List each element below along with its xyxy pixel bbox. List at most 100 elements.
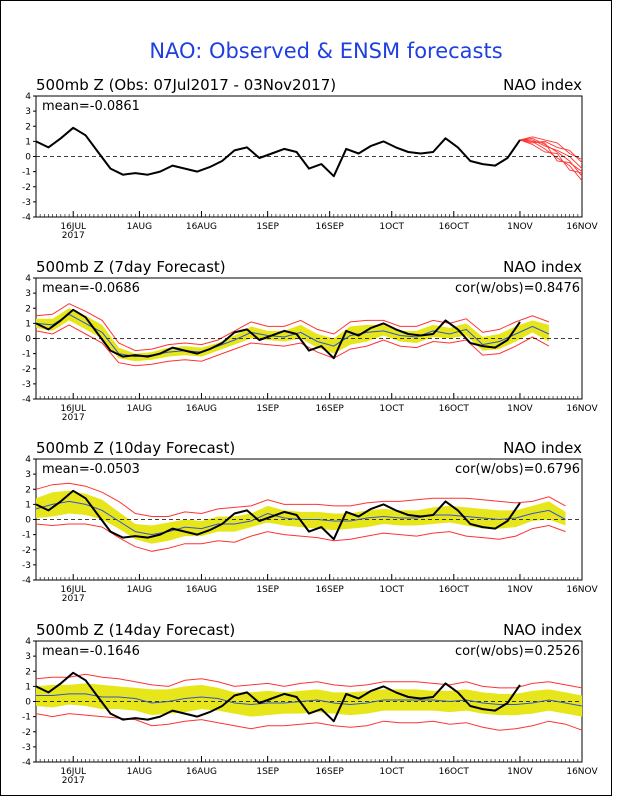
- year-label: 2017: [62, 594, 85, 604]
- index-label: NAO index: [503, 76, 582, 94]
- x-tick-label: 16OCT: [439, 585, 470, 595]
- y-tick-label: -2: [22, 546, 31, 556]
- observed-line: [35, 308, 521, 360]
- x-tick-label: 16JUL: [60, 585, 86, 595]
- observed-line: [35, 489, 521, 541]
- x-tick-label: 16NOV: [566, 222, 598, 232]
- x-tick-label: 1AUG: [127, 767, 152, 777]
- y-tick-label: -2: [22, 365, 31, 375]
- x-tick-label: 16SEP: [316, 404, 345, 414]
- year-label: 2017: [62, 776, 85, 786]
- panel-1: 500mb Z (Obs: 07Jul2017 - 03Nov2017) NAO …: [22, 76, 598, 241]
- observed-line: [35, 671, 521, 723]
- y-tick-label: -4: [22, 758, 31, 768]
- y-tick-label: 4: [25, 92, 31, 102]
- forecast-upper-bound: [35, 673, 583, 689]
- ensemble-member-7: [519, 139, 583, 172]
- x-tick-label: 16OCT: [439, 767, 470, 777]
- x-tick-label: 1OCT: [379, 222, 404, 232]
- y-tick-label: -2: [22, 183, 31, 193]
- x-tick-label: 1OCT: [379, 767, 404, 777]
- y-tick-label: -4: [22, 576, 31, 586]
- x-tick-label: 16OCT: [439, 222, 470, 232]
- y-tick-label: -3: [22, 561, 31, 571]
- y-tick-label: 2: [25, 304, 31, 314]
- correlation-text: cor(w/obs)=0.8476: [455, 281, 580, 296]
- panel-4: 500mb Z (14day Forecast) NAO index 4 3 2 1 0 -1…: [22, 621, 598, 786]
- x-tick-label: 16JUL: [60, 767, 86, 777]
- ensemble-mean-line: [35, 313, 550, 358]
- x-tick-label: 16NOV: [566, 404, 598, 414]
- y-tick-label: 3: [25, 107, 31, 117]
- forecast-lower-bound: [35, 324, 550, 367]
- y-tick-label: 1: [25, 319, 31, 329]
- y-tick-label: 1: [25, 137, 31, 147]
- y-tick-label: 2: [25, 122, 31, 132]
- observed-line: [35, 126, 521, 178]
- x-tick-label: 1NOV: [507, 222, 533, 232]
- x-tick-label: 1SEP: [256, 222, 279, 232]
- ensemble-member-4: [519, 136, 583, 160]
- y-tick-label: 3: [25, 652, 31, 662]
- y-tick-label: 3: [25, 470, 31, 480]
- x-tick-label: 16SEP: [316, 585, 345, 595]
- y-tick-label: 1: [25, 682, 31, 692]
- panel-title: 500mb Z (7day Forecast): [36, 258, 226, 276]
- y-tick-label: -1: [22, 350, 31, 360]
- y-tick-label: 4: [25, 455, 31, 465]
- x-tick-label: 16AUG: [186, 585, 217, 595]
- index-label: NAO index: [503, 621, 582, 639]
- y-tick-label: 0: [25, 516, 31, 526]
- mean-text: mean=-0.0861: [42, 99, 140, 114]
- index-label: NAO index: [503, 258, 582, 276]
- panel-3: 500mb Z (10day Forecast) NAO index 4 3 2 1 0 -1…: [22, 439, 598, 604]
- y-tick-label: -3: [22, 743, 31, 753]
- forecast-upper-bound: [35, 482, 566, 517]
- y-tick-label: 0: [25, 335, 31, 345]
- y-tick-label: -1: [22, 713, 31, 723]
- y-tick-label: 1: [25, 500, 31, 510]
- panel-title: 500mb Z (14day Forecast): [36, 621, 235, 639]
- x-tick-label: 16SEP: [316, 222, 345, 232]
- y-tick-label: 4: [25, 637, 31, 647]
- correlation-text: cor(w/obs)=0.6796: [455, 462, 580, 477]
- mean-text: mean=-0.1646: [42, 644, 140, 659]
- x-tick-label: 16AUG: [186, 767, 217, 777]
- ensemble-member-6: [520, 139, 583, 169]
- y-tick-label: 2: [25, 667, 31, 677]
- x-tick-label: 16OCT: [439, 404, 470, 414]
- y-tick-label: 0: [25, 153, 31, 163]
- x-tick-label: 1AUG: [127, 404, 152, 414]
- x-tick-label: 1AUG: [127, 222, 152, 232]
- index-label: NAO index: [503, 439, 582, 457]
- y-tick-label: -1: [22, 168, 31, 178]
- x-tick-label: 1NOV: [507, 585, 533, 595]
- panel-title: 500mb Z (10day Forecast): [36, 439, 235, 457]
- y-tick-label: -4: [22, 395, 31, 405]
- x-tick-label: 1NOV: [507, 767, 533, 777]
- ensemble-member-5: [519, 139, 583, 174]
- ensemble-member-2: [519, 139, 583, 163]
- y-tick-label: -2: [22, 728, 31, 738]
- panel-title: 500mb Z (Obs: 07Jul2017 - 03Nov2017): [36, 76, 336, 94]
- forecast-upper-bound: [35, 303, 550, 352]
- x-tick-label: 16NOV: [566, 767, 598, 777]
- y-tick-label: 3: [25, 289, 31, 299]
- year-label: 2017: [62, 413, 85, 423]
- forecast-lower-bound: [35, 523, 566, 552]
- y-tick-label: 0: [25, 698, 31, 708]
- ensemble-mean-line: [36, 693, 583, 707]
- x-tick-label: 1NOV: [507, 404, 533, 414]
- correlation-text: cor(w/obs)=0.2526: [455, 644, 580, 659]
- x-tick-label: 16AUG: [186, 404, 217, 414]
- ensemble-spread-band: [36, 683, 582, 717]
- x-tick-label: 1SEP: [256, 585, 279, 595]
- x-tick-label: 1OCT: [379, 585, 404, 595]
- x-tick-label: 1OCT: [379, 404, 404, 414]
- x-tick-label: 16JUL: [60, 404, 86, 414]
- x-tick-label: 1SEP: [256, 767, 279, 777]
- year-label: 2017: [62, 231, 85, 241]
- mean-text: mean=-0.0503: [42, 462, 140, 477]
- x-tick-label: 16JUL: [60, 222, 86, 232]
